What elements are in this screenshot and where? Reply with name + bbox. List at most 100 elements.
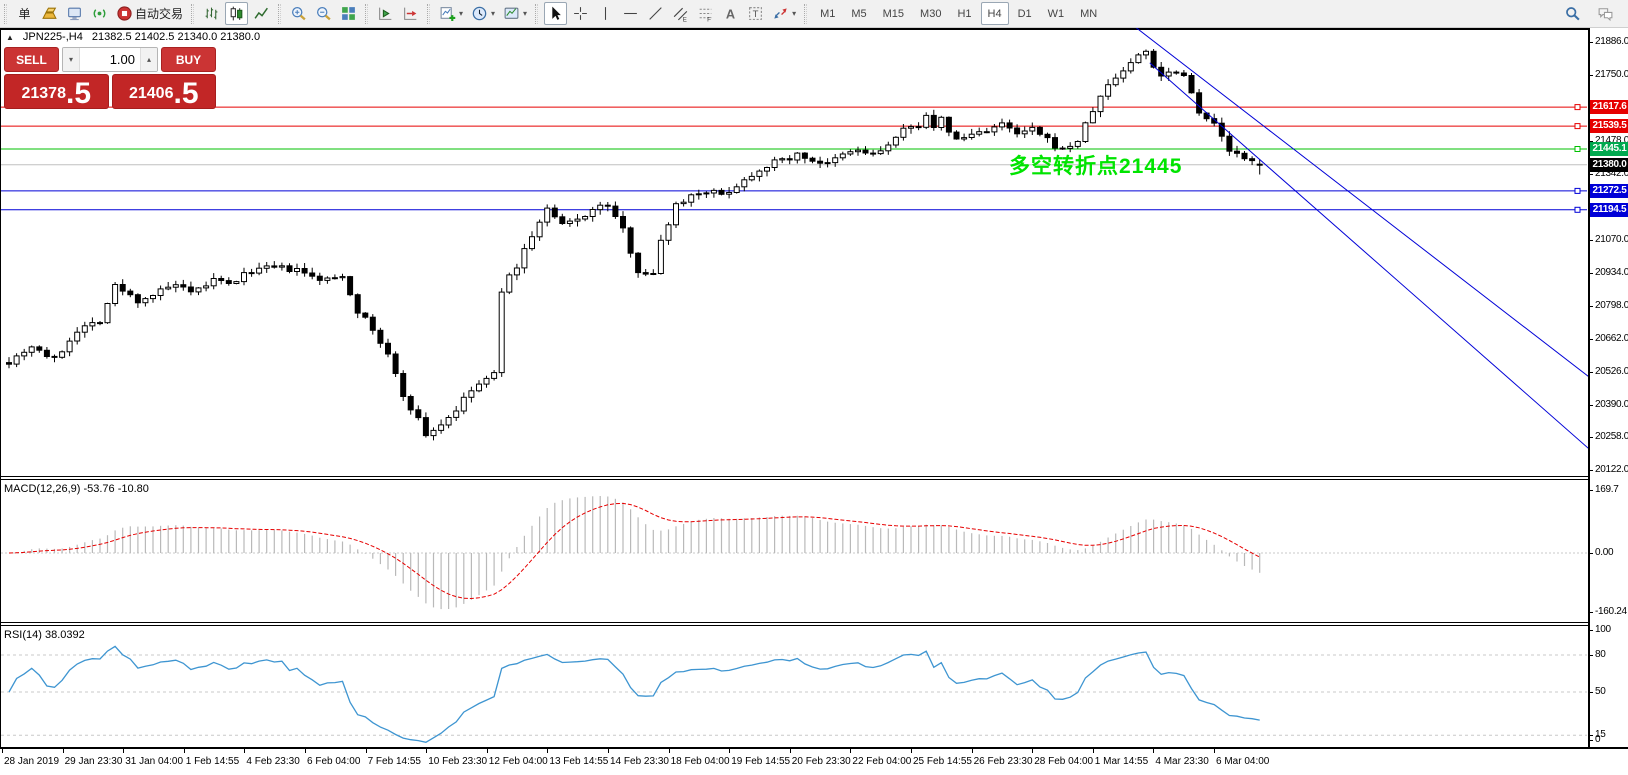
- macd-signal-line: [8, 502, 1260, 600]
- broadcast-icon: [93, 9, 106, 18]
- rsi-indicator-pane[interactable]: [1, 626, 1588, 747]
- axis-tick: [1590, 469, 1593, 471]
- pane-separator[interactable]: [0, 625, 1588, 626]
- toolbar-button-timeframe-mn[interactable]: MN: [1073, 2, 1104, 25]
- candlestick-chart[interactable]: [1, 28, 1588, 477]
- price-axis[interactable]: 21886.0 21750.0 21478.0 21342.0 21070.0 20934…: [1588, 28, 1628, 747]
- toolbar-button-chat[interactable]: [1594, 2, 1617, 25]
- sell-price-box[interactable]: 21378.5: [4, 74, 109, 109]
- toolbar-grip[interactable]: [191, 3, 195, 24]
- level-handle[interactable]: [1574, 146, 1581, 152]
- toolbar-button-label: M30: [920, 7, 942, 20]
- toolbar-grip[interactable]: [365, 3, 369, 24]
- toolbar-button-fibonacci-retracement[interactable]: F: [694, 2, 717, 25]
- horizontal-line-icon: [624, 12, 637, 15]
- time-axis-tick: [2, 749, 3, 753]
- toolbar-button-equidistant-channel[interactable]: E: [669, 2, 692, 25]
- vertical-line-icon: [605, 7, 607, 20]
- price-tick-label: 20662.0: [1595, 332, 1628, 344]
- buy-button[interactable]: BUY: [161, 47, 216, 72]
- time-axis-label: 28 Jan 2019: [4, 756, 60, 767]
- level-handle[interactable]: [1574, 206, 1581, 213]
- time-axis-tick: [668, 749, 670, 753]
- svg-text:F: F: [707, 16, 711, 22]
- collapse-icon[interactable]: ▲: [6, 32, 14, 42]
- toolbar-button-search[interactable]: [1561, 2, 1584, 25]
- toolbar-button-candlestick-mode[interactable]: [225, 2, 249, 25]
- sell-price-fraction: .5: [65, 76, 92, 110]
- volume-input[interactable]: [80, 48, 140, 71]
- toolbar-button-zoom-in[interactable]: [287, 2, 310, 25]
- toolbar-button-new-order[interactable]: 单: [13, 2, 36, 25]
- tile-windows-icon: [342, 7, 355, 20]
- toolbar-button-auto-scroll[interactable]: [374, 2, 397, 25]
- toolbar-button-bar-chart-mode[interactable]: [200, 2, 223, 25]
- toolbar-button-deposit[interactable]: [38, 2, 61, 25]
- toolbar-grip[interactable]: [804, 3, 808, 24]
- level-handle[interactable]: [1574, 123, 1581, 130]
- price-tick-label: 20122.0: [1595, 463, 1628, 475]
- level-handle[interactable]: [1574, 104, 1581, 111]
- time-axis-tick: [1153, 749, 1155, 753]
- toolbar-button-cursor[interactable]: [544, 2, 568, 25]
- toolbar-button-news[interactable]: [88, 2, 111, 25]
- toolbar-grip[interactable]: [4, 3, 7, 24]
- toolbar-grip[interactable]: [427, 3, 431, 24]
- trendline-icon: [649, 7, 662, 20]
- text-label-icon: T: [749, 7, 762, 20]
- buy-price-fraction: .5: [173, 76, 199, 110]
- trendline-2[interactable]: [1149, 62, 1588, 456]
- volume-increase-button[interactable]: ▴: [140, 48, 157, 71]
- window-left-border: [0, 28, 1, 747]
- toolbar-button-chart-shift[interactable]: [399, 2, 422, 25]
- level-handle[interactable]: [1574, 187, 1581, 194]
- toolbar-button-templates[interactable]: ▾: [500, 2, 530, 25]
- time-axis-tick: [789, 749, 791, 753]
- axis-tick: [1590, 437, 1593, 438]
- toolbar-button-timeframe-h4[interactable]: H4: [980, 2, 1009, 25]
- toolbar-button-text-label-tool[interactable]: T: [744, 2, 767, 25]
- toolbar-button-timeframe-m30[interactable]: M30: [913, 2, 948, 25]
- buy-price-box[interactable]: 21406.5: [111, 74, 216, 110]
- time-axis-tick: [608, 749, 609, 753]
- toolbar-button-timeframe-m1[interactable]: M1: [813, 2, 842, 25]
- toolbar-button-zoom-out[interactable]: [312, 2, 335, 25]
- time-axis-label: 1 Feb 14:55: [185, 756, 240, 767]
- toolbar-button-horizontal-line[interactable]: [619, 2, 642, 25]
- toolbar-button-tile-windows[interactable]: [337, 2, 360, 25]
- toolbar-button-line-chart-mode[interactable]: [250, 2, 273, 25]
- toolbar-button-timeframe-h1[interactable]: H1: [950, 2, 978, 25]
- sell-button[interactable]: SELL: [4, 47, 59, 72]
- trendline-1[interactable]: [1135, 28, 1588, 383]
- toolbar-button-vertical-line[interactable]: [594, 2, 617, 25]
- macd-indicator-pane[interactable]: [1, 480, 1588, 622]
- toolbar-button-new-chart[interactable]: ▾: [436, 2, 466, 25]
- toolbar-button-crosshair[interactable]: [569, 2, 592, 25]
- toolbar-grip[interactable]: [535, 3, 539, 24]
- toolbar-button-terminal[interactable]: [63, 2, 86, 25]
- toolbar-button-periods[interactable]: ▾: [468, 2, 498, 25]
- toolbar-button-arrows-tool[interactable]: ▾: [769, 2, 799, 25]
- toolbar-button-timeframe-d1[interactable]: D1: [1011, 2, 1039, 25]
- toolbar-button-timeframe-w1[interactable]: W1: [1041, 2, 1072, 25]
- price-tick-label: 20526.0: [1595, 365, 1628, 377]
- crosshair-icon: [574, 7, 587, 20]
- axis-tick: [1590, 305, 1593, 307]
- toolbar-button-text-tool[interactable]: A: [719, 2, 742, 25]
- toolbar-grip[interactable]: [278, 3, 282, 24]
- macd-tick-label: 169.7: [1595, 484, 1619, 496]
- candles: [6, 49, 1263, 441]
- toolbar-button-autotrading[interactable]: 自动交易: [113, 2, 186, 25]
- toolbar-button-timeframe-m15[interactable]: M15: [876, 2, 911, 25]
- pane-separator[interactable]: [0, 479, 1588, 480]
- time-axis[interactable]: 28 Jan 2019 29 Jan 23:30 31 Jan 04:00 1 Feb…: [0, 747, 1628, 775]
- chart-annotation[interactable]: 多空转折点21445: [1009, 155, 1183, 178]
- time-axis-tick: [365, 749, 367, 753]
- toolbar-button-trendline[interactable]: [644, 2, 667, 25]
- volume-decrease-button[interactable]: ▾: [63, 48, 80, 71]
- pane-separator[interactable]: [0, 476, 1588, 477]
- price-badge: 21445.1: [1590, 141, 1628, 156]
- time-axis-label: 28 Feb 04:00: [1034, 756, 1094, 767]
- toolbar-button-timeframe-m5[interactable]: M5: [844, 2, 873, 25]
- pane-separator[interactable]: [0, 622, 1588, 623]
